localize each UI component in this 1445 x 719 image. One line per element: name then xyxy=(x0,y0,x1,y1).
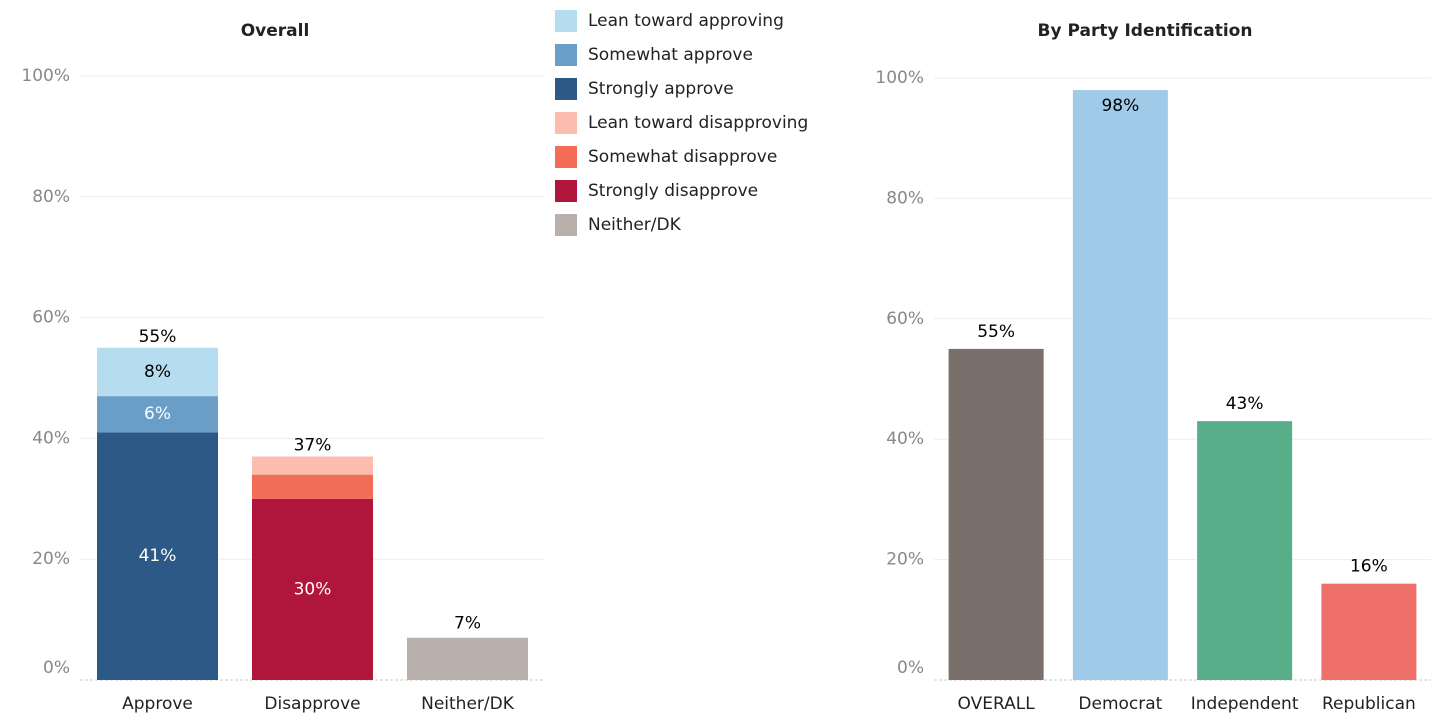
bar-segment xyxy=(252,498,373,680)
legend-label: Lean toward approving xyxy=(588,11,784,31)
y-tick-label: 100% xyxy=(21,66,70,86)
y-tick-label: 60% xyxy=(886,309,924,329)
x-tick-label: Democrat xyxy=(1078,694,1162,714)
y-tick-label: 100% xyxy=(875,68,924,88)
data-label: 8% xyxy=(144,362,171,382)
bar xyxy=(1321,583,1417,680)
legend-swatch xyxy=(555,180,577,202)
chart-title: Overall xyxy=(241,21,310,41)
x-tick-label: Disapprove xyxy=(264,694,360,714)
legend-swatch xyxy=(555,44,577,66)
y-tick-label: 0% xyxy=(43,658,70,678)
y-tick-label: 80% xyxy=(886,188,924,208)
x-tick-label: Approve xyxy=(122,694,193,714)
y-tick-label: 60% xyxy=(32,308,70,328)
data-label: 41% xyxy=(139,546,177,566)
bar-segment xyxy=(97,396,218,433)
legend-label: Lean toward disapproving xyxy=(588,113,808,133)
data-label: 43% xyxy=(1226,394,1264,414)
chart-title: By Party Identification xyxy=(1038,21,1253,41)
data-label: 6% xyxy=(144,404,171,424)
legend-swatch xyxy=(555,112,577,134)
legend-label: Somewhat approve xyxy=(588,45,753,65)
legend-label: Strongly approve xyxy=(588,79,734,99)
y-tick-label: 20% xyxy=(886,550,924,570)
data-label: 16% xyxy=(1350,557,1388,577)
bar xyxy=(1197,421,1293,680)
data-label: 55% xyxy=(977,322,1015,342)
legend-swatch xyxy=(555,78,577,100)
bar-segment xyxy=(252,456,373,475)
data-label: 30% xyxy=(294,579,332,599)
x-tick-label: Independent xyxy=(1191,694,1299,714)
legend-label: Strongly disapprove xyxy=(588,181,758,201)
total-label: 37% xyxy=(294,436,332,456)
total-label: 55% xyxy=(139,327,177,347)
legend-swatch xyxy=(555,146,577,168)
bar xyxy=(948,348,1044,680)
bar-segment xyxy=(97,432,218,680)
data-label: 7% xyxy=(454,614,481,634)
legend-label: Neither/DK xyxy=(588,215,682,235)
y-tick-label: 40% xyxy=(886,429,924,449)
legend-swatch xyxy=(555,10,577,32)
legend-label: Somewhat disapprove xyxy=(588,147,777,167)
y-tick-label: 80% xyxy=(32,187,70,207)
x-tick-label: Republican xyxy=(1322,694,1416,714)
x-tick-label: Neither/DK xyxy=(421,694,515,714)
y-tick-label: 0% xyxy=(897,658,924,678)
y-tick-label: 20% xyxy=(32,549,70,569)
bar-segment xyxy=(407,637,528,680)
bar-segment xyxy=(252,474,373,499)
y-tick-label: 40% xyxy=(32,428,70,448)
legend-swatch xyxy=(555,214,577,236)
x-tick-label: OVERALL xyxy=(958,694,1036,714)
data-label: 98% xyxy=(1101,96,1139,116)
bar xyxy=(1072,90,1168,681)
bar-segment xyxy=(97,347,218,397)
